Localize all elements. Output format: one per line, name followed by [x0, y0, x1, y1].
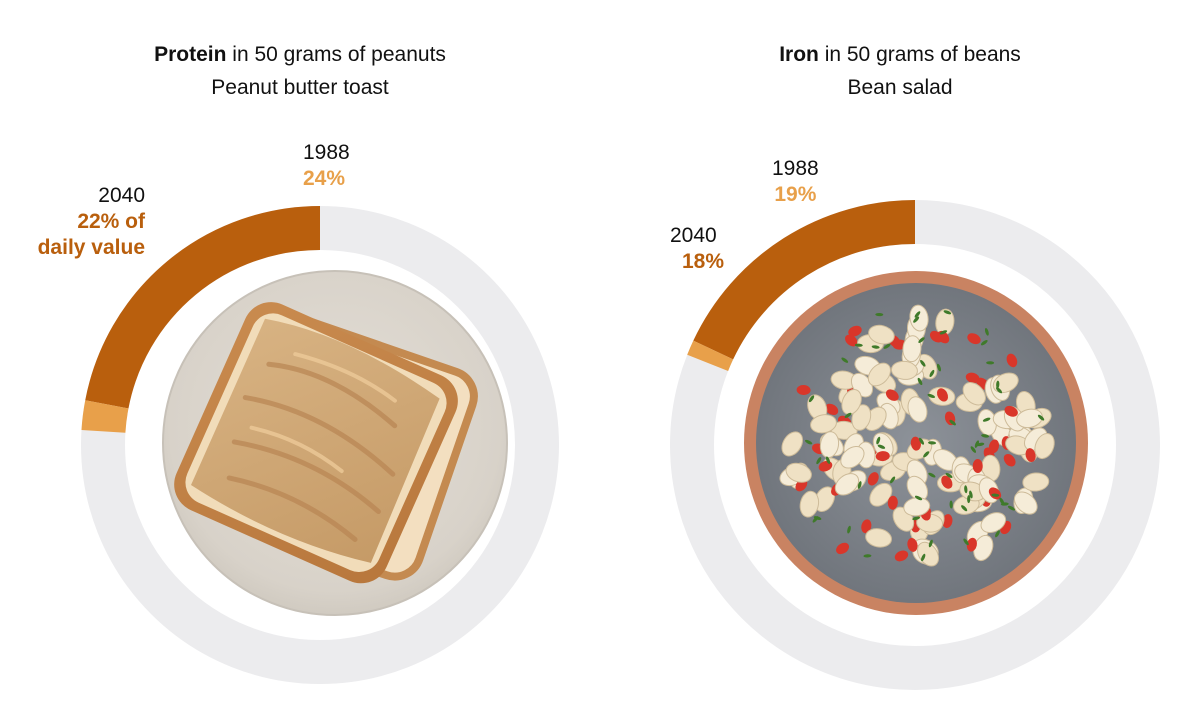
donut-chart	[81, 206, 559, 684]
label-2040-year: 2040	[670, 224, 717, 247]
label-1988: 1988 24%	[303, 140, 350, 192]
title-rest: in 50 grams of beans	[818, 43, 1021, 66]
label-1988-value: 19%	[774, 183, 817, 206]
title-bold: Iron	[779, 43, 819, 66]
title-line: Protein in 50 grams of peanuts	[154, 43, 446, 66]
arc-1988	[81, 400, 129, 434]
chart-title: Protein in 50 grams of peanuts Peanut bu…	[0, 40, 600, 103]
title-rest: in 50 grams of peanuts	[226, 43, 446, 66]
chart-subtitle: Bean salad	[847, 76, 953, 99]
label-1988-value: 24%	[303, 167, 346, 190]
donut-chart	[670, 200, 1160, 690]
label-1988-year: 1988	[772, 157, 819, 180]
label-1988: 1988 19%	[772, 156, 819, 208]
arc-1988	[687, 340, 734, 372]
arc-2040	[693, 200, 916, 360]
label-2040-value-line1: 22% of	[77, 210, 145, 233]
chart-title: Iron in 50 grams of beans Bean salad	[600, 40, 1200, 103]
chart-subtitle: Peanut butter toast	[211, 76, 389, 99]
chart-panel-iron: Iron in 50 grams of beans Bean salad 198…	[600, 0, 1200, 710]
plate-image	[162, 270, 508, 616]
bowl-image	[744, 271, 1088, 615]
label-2040: 2040 18%	[670, 223, 724, 275]
label-2040-year: 2040	[98, 184, 145, 207]
chart-panel-protein: Protein in 50 grams of peanuts Peanut bu…	[0, 40, 600, 684]
title-line: Iron in 50 grams of beans	[779, 43, 1021, 66]
label-1988-year: 1988	[303, 141, 350, 164]
arc-2040	[85, 206, 321, 409]
title-bold: Protein	[154, 43, 227, 66]
label-2040-value: 18%	[682, 250, 725, 273]
label-2040: 2040 22% of daily value	[0, 183, 145, 261]
label-2040-value-line2: daily value	[37, 236, 145, 259]
